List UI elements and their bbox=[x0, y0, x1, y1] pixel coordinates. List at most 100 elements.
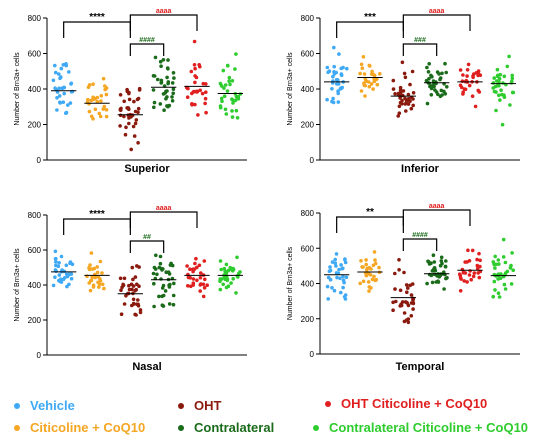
significance-bracket bbox=[402, 238, 438, 251]
data-point bbox=[118, 108, 123, 112]
data-point bbox=[339, 73, 344, 78]
panel-title: Temporal bbox=[396, 361, 445, 373]
data-point bbox=[510, 73, 514, 78]
data-point bbox=[165, 66, 170, 70]
data-point bbox=[430, 84, 435, 89]
data-point bbox=[496, 258, 501, 262]
data-point bbox=[475, 257, 479, 262]
data-point bbox=[91, 95, 95, 100]
data-point bbox=[132, 99, 136, 104]
data-point bbox=[57, 261, 61, 265]
data-point bbox=[493, 254, 498, 259]
data-point bbox=[460, 267, 465, 272]
data-point bbox=[375, 77, 379, 81]
data-point bbox=[458, 273, 463, 278]
data-point bbox=[411, 103, 416, 108]
data-point bbox=[340, 266, 345, 271]
data-point bbox=[87, 266, 92, 271]
data-point bbox=[136, 106, 141, 111]
data-point bbox=[369, 267, 373, 271]
data-point bbox=[393, 92, 397, 96]
data-point bbox=[499, 88, 503, 92]
data-point bbox=[231, 101, 235, 105]
significance-label: aaaa bbox=[156, 205, 172, 212]
data-point bbox=[466, 248, 470, 253]
data-point bbox=[399, 303, 403, 307]
data-point bbox=[503, 287, 508, 291]
data-point bbox=[461, 92, 465, 96]
data-point bbox=[170, 95, 174, 99]
data-point bbox=[374, 277, 379, 282]
data-point bbox=[133, 275, 138, 279]
data-point bbox=[127, 116, 131, 120]
data-point bbox=[91, 283, 96, 288]
data-point bbox=[225, 89, 230, 93]
legend-dot-contralateral bbox=[178, 424, 184, 431]
data-point bbox=[393, 271, 397, 276]
data-point bbox=[430, 280, 435, 285]
data-point bbox=[131, 124, 136, 129]
data-point bbox=[491, 294, 496, 299]
data-point bbox=[51, 283, 56, 288]
data-point bbox=[159, 64, 163, 68]
data-point bbox=[93, 275, 97, 280]
data-point bbox=[471, 274, 476, 279]
data-point bbox=[218, 277, 222, 281]
data-point bbox=[197, 263, 202, 268]
data-point bbox=[496, 277, 500, 281]
data-point bbox=[373, 261, 378, 266]
data-point bbox=[438, 263, 443, 268]
data-point bbox=[391, 308, 395, 313]
data-point bbox=[477, 90, 482, 94]
panel-title: Nasal bbox=[132, 361, 161, 373]
data-point bbox=[398, 100, 403, 105]
data-point bbox=[411, 307, 415, 311]
data-point bbox=[102, 286, 106, 291]
data-point bbox=[498, 98, 502, 102]
y-tick-label: 200 bbox=[28, 121, 42, 130]
data-point bbox=[496, 291, 501, 296]
data-point bbox=[470, 94, 475, 98]
data-point bbox=[497, 295, 502, 299]
data-point bbox=[125, 87, 129, 92]
data-point bbox=[61, 63, 66, 67]
data-point bbox=[377, 265, 381, 270]
data-point bbox=[403, 102, 408, 106]
data-point bbox=[170, 263, 175, 268]
data-point bbox=[327, 69, 332, 73]
data-point bbox=[358, 71, 362, 76]
data-point bbox=[434, 90, 439, 94]
data-point bbox=[334, 252, 339, 256]
data-point bbox=[398, 85, 403, 90]
data-point bbox=[54, 269, 58, 274]
data-point bbox=[222, 266, 227, 271]
data-point bbox=[507, 54, 511, 59]
data-point bbox=[393, 287, 397, 291]
y-tick-label: 800 bbox=[28, 211, 42, 220]
data-point bbox=[89, 98, 93, 103]
data-point bbox=[371, 72, 376, 77]
data-point bbox=[53, 249, 58, 254]
data-point bbox=[151, 74, 156, 78]
data-point bbox=[403, 300, 408, 304]
data-point bbox=[477, 251, 481, 256]
data-point bbox=[397, 104, 402, 109]
legend-item-oht: OHT bbox=[178, 398, 221, 413]
significance-label: aaaa bbox=[429, 203, 445, 210]
data-point bbox=[62, 85, 66, 90]
data-point bbox=[391, 87, 396, 91]
data-point bbox=[372, 274, 376, 279]
data-point bbox=[122, 302, 127, 306]
data-point bbox=[161, 58, 166, 62]
data-point bbox=[172, 281, 176, 286]
data-point bbox=[511, 268, 515, 273]
data-point bbox=[338, 276, 342, 281]
data-point bbox=[463, 87, 468, 92]
data-point bbox=[158, 254, 163, 259]
data-point bbox=[222, 94, 227, 98]
data-point bbox=[462, 279, 467, 283]
data-point bbox=[497, 93, 501, 98]
data-point bbox=[461, 270, 466, 275]
data-point bbox=[152, 105, 156, 110]
data-point bbox=[137, 88, 142, 92]
